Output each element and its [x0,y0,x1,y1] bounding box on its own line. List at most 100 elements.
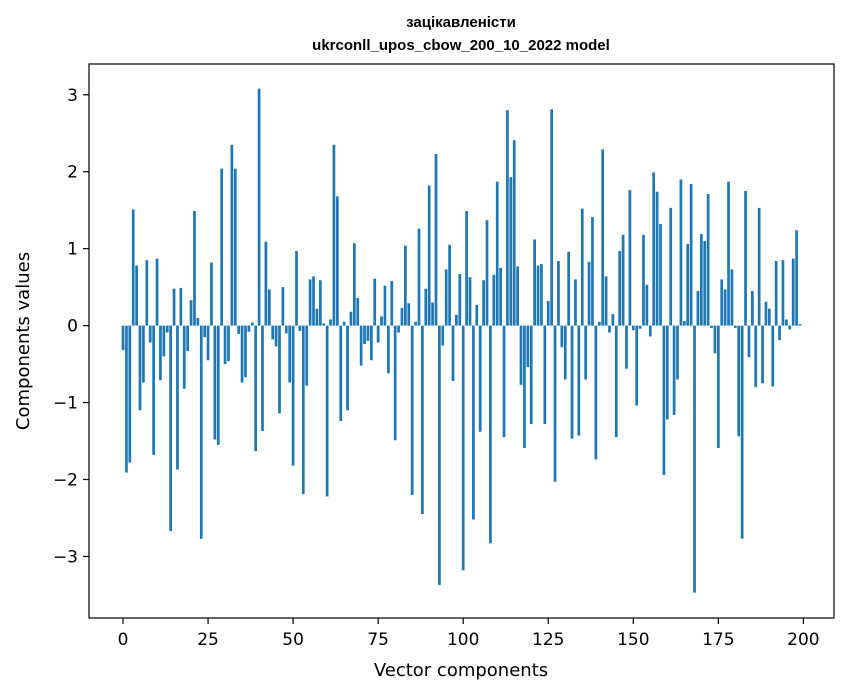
bar-component-35 [240,325,244,383]
y-tick-label: −3 [53,547,78,567]
bar-component-173 [710,325,713,328]
bar-component-65 [342,321,346,326]
y-tick-label: −2 [53,471,78,491]
bar-component-197 [791,258,795,326]
bar-component-187 [757,207,761,326]
bar-component-142 [604,276,608,326]
bar-component-130 [563,325,567,380]
bar-component-191 [771,325,775,387]
bar-component-132 [570,325,574,439]
y-axis-ticks: −3 −2 −1 0 1 2 3 [53,86,89,567]
bar-component-117 [519,325,523,385]
bar-component-6 [142,325,145,383]
bar-component-120 [529,325,533,425]
bar-component-149 [628,190,632,326]
bar-component-61 [329,319,332,326]
bar-component-53 [301,325,305,495]
bar-component-131 [567,251,571,326]
bar-component-80 [393,325,397,441]
bar-component-0 [121,325,125,351]
bar-component-188 [761,325,764,384]
bar-component-124 [543,325,547,425]
bar-component-119 [526,325,530,368]
x-tick-label: 150 [617,630,649,650]
bar-component-133 [574,279,577,326]
bar-component-192 [774,260,778,326]
bar-component-125 [546,300,550,326]
bar-component-186 [754,325,758,388]
bar-component-146 [618,250,622,326]
bars-group [121,88,802,593]
bar-component-162 [672,325,676,415]
bar-component-25 [206,325,210,361]
bar-component-12 [162,325,166,357]
bar-component-194 [781,260,785,326]
bar-component-176 [720,279,724,326]
bar-component-134 [577,325,581,436]
bar-component-81 [397,325,400,333]
bar-component-54 [305,325,309,386]
bar-component-100 [461,325,465,571]
bar-component-18 [182,325,186,389]
bar-component-37 [247,325,251,332]
x-tick-label: 200 [787,630,819,650]
bar-component-140 [597,321,601,326]
bar-component-190 [768,308,771,326]
bar-component-93 [438,325,441,585]
x-axis-label: Vector components [374,660,548,681]
bar-component-74 [373,278,377,326]
bar-component-94 [441,325,445,346]
bar-component-161 [669,207,673,326]
bar-component-50 [291,325,295,466]
bar-component-31 [227,325,230,361]
bar-component-174 [713,325,717,354]
bar-component-40 [257,88,261,326]
bar-component-166 [686,244,690,326]
bar-component-160 [665,325,669,420]
bar-component-66 [346,325,349,411]
bar-component-91 [431,302,434,326]
bar-component-29 [220,168,224,326]
bar-component-39 [254,325,258,452]
bar-component-148 [625,325,628,369]
bar-component-108 [489,325,492,544]
bar-component-41 [261,325,264,432]
bar-component-63 [335,196,339,326]
bar-component-46 [278,325,281,414]
bar-component-183 [744,190,747,326]
bar-component-67 [349,311,353,326]
bar-component-52 [298,325,302,331]
bar-component-126 [550,109,554,326]
bar-component-144 [611,314,615,326]
bar-component-96 [448,244,451,326]
bar-component-21 [193,210,196,326]
bar-component-136 [584,325,588,380]
bar-component-71 [363,325,366,345]
bar-component-1 [125,325,128,473]
y-tick-label: 1 [67,240,78,260]
bar-component-128 [557,260,560,326]
bar-component-27 [213,325,217,440]
y-tick-label: 3 [67,86,78,106]
bar-component-70 [359,325,363,366]
bar-component-152 [638,325,642,329]
bar-component-139 [594,325,598,460]
bar-component-118 [523,325,526,448]
bar-component-8 [148,325,152,343]
y-tick-label: 0 [67,317,78,337]
bar-component-147 [621,234,625,326]
bar-component-122 [536,265,540,326]
bar-component-13 [165,325,169,333]
bar-component-116 [516,266,519,326]
bar-component-2 [128,325,132,463]
bar-component-26 [210,262,213,326]
bar-component-199 [798,324,802,326]
bar-component-97 [451,325,455,382]
bar-component-193 [778,325,781,341]
bar-component-84 [407,303,411,326]
bar-component-102 [468,277,472,326]
bar-component-47 [281,287,285,326]
bar-component-86 [414,321,417,326]
bar-component-48 [284,325,288,334]
bar-component-49 [288,325,292,383]
